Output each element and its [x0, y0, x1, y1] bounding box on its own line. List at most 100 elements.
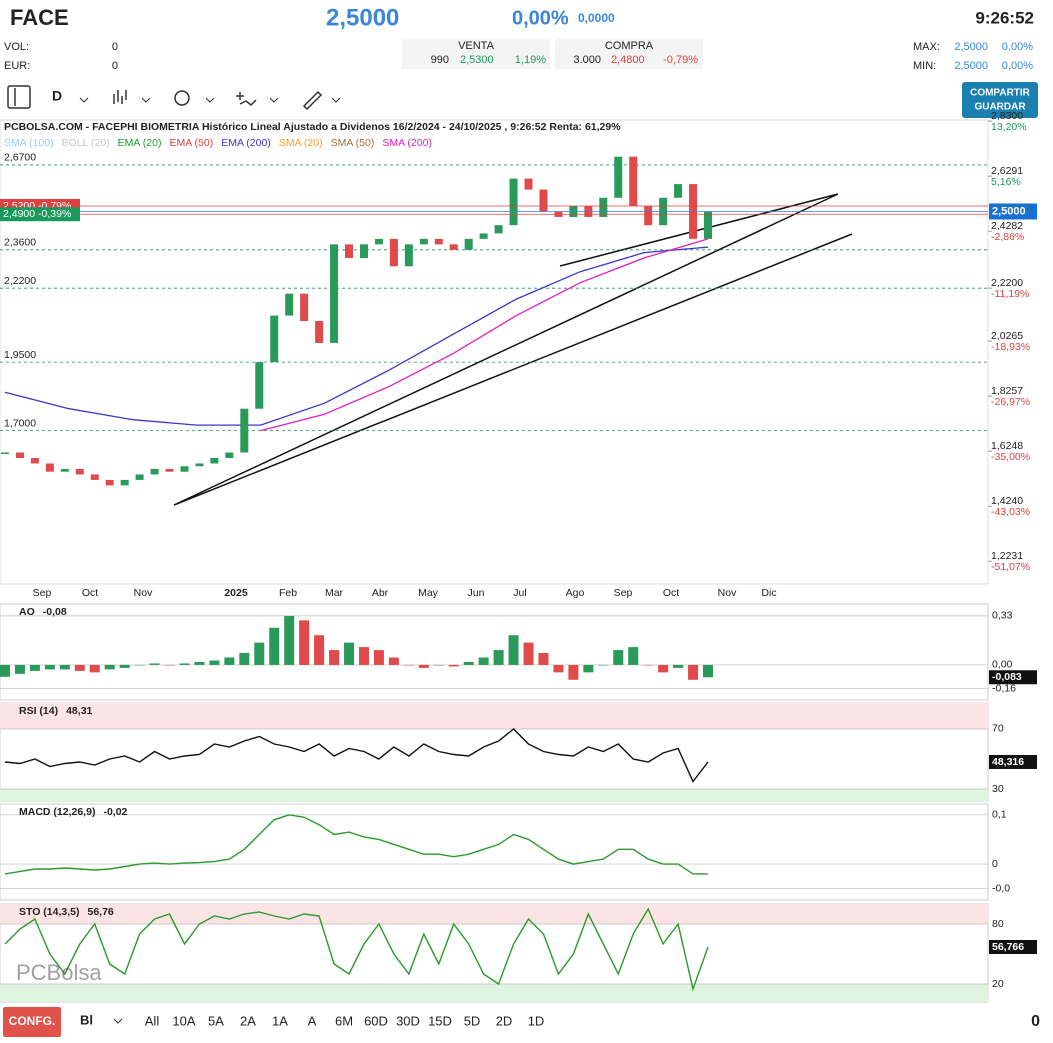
legend-item: SMA (100)	[4, 137, 54, 149]
range-button[interactable]: A	[308, 1013, 317, 1028]
venta-title: VENTA	[458, 40, 495, 52]
panel-name: STO (14,3,5)	[19, 906, 80, 918]
candle	[509, 178, 518, 226]
price: 2,5000	[326, 4, 399, 31]
interval[interactable]: D	[52, 88, 62, 104]
candle	[389, 238, 398, 267]
compra-pct: -0,79%	[663, 54, 698, 66]
config-button[interactable]	[3, 1007, 61, 1037]
moving-average	[4, 246, 709, 426]
max-pct: 0,00%	[1002, 41, 1033, 53]
panel-value: -0,02	[103, 806, 127, 818]
max-label: MAX:	[913, 41, 940, 53]
range-button[interactable]: 1D	[528, 1013, 545, 1028]
histogram-bar	[418, 664, 429, 668]
candle	[90, 474, 99, 480]
candle	[674, 184, 683, 198]
histogram-bar	[269, 627, 280, 665]
histogram-bar	[224, 657, 235, 665]
panel-frame	[0, 603, 989, 701]
range-button[interactable]: 15D	[428, 1013, 452, 1028]
moving-average	[260, 238, 709, 432]
share-text: GUARDAR	[974, 102, 1026, 113]
range-button[interactable]: 5A	[208, 1013, 224, 1028]
candle	[150, 468, 159, 475]
current-label: 2,5000	[992, 205, 1026, 217]
stat-label: VOL:	[4, 41, 29, 53]
range-button[interactable]: 30D	[396, 1013, 420, 1028]
mode[interactable]: Bl	[80, 1012, 93, 1027]
panel-tick-label: 30	[992, 783, 1004, 795]
histogram-bar	[59, 664, 70, 670]
symbol: FACE	[10, 5, 69, 30]
month-label: Oct	[82, 587, 98, 599]
stat-label: EUR:	[4, 60, 30, 72]
range-button[interactable]: 2D	[496, 1013, 513, 1028]
y-tick-label: 2,6291	[991, 165, 1023, 177]
y-tick-pct: -18,93%	[991, 341, 1030, 353]
histogram-bar	[164, 664, 175, 666]
change-pct: 0,00%	[512, 7, 569, 29]
range-button[interactable]: 6M	[335, 1013, 353, 1028]
candle	[60, 468, 69, 472]
histogram-bar	[373, 650, 384, 665]
bottom-bar	[0, 1007, 1053, 1043]
draw[interactable]	[302, 90, 323, 111]
candle	[210, 458, 219, 464]
candle	[704, 211, 712, 239]
candle	[75, 468, 84, 475]
panel-tick-label: 0,00	[992, 659, 1013, 671]
time: 9:26:52	[975, 8, 1034, 27]
tag-label: 2,4900 -0,39%	[3, 208, 71, 220]
histogram-bar	[74, 664, 85, 671]
share-button[interactable]	[962, 82, 1038, 118]
y-tick-label: 2,4282	[991, 220, 1023, 232]
panel-toggle[interactable]	[7, 85, 31, 109]
histogram-bar	[119, 664, 130, 668]
month-label: Nov	[134, 587, 153, 599]
candle	[419, 238, 428, 245]
y-tick-pct: 13,20%	[991, 121, 1027, 133]
histogram-bar	[403, 664, 414, 666]
candle	[539, 189, 548, 212]
candle	[285, 293, 294, 316]
range-button[interactable]: 2A	[240, 1013, 256, 1028]
histogram-bar	[0, 664, 10, 677]
y-tick-pct: -2,86%	[991, 231, 1024, 243]
histogram-bar	[688, 664, 699, 680]
y-tick-pct: -43,03%	[991, 506, 1030, 518]
histogram-bar	[149, 663, 160, 665]
histogram-bar	[194, 661, 205, 665]
settings[interactable]	[174, 90, 190, 106]
month-label: Jun	[468, 587, 485, 599]
candle	[374, 238, 383, 245]
level-label: 2,3600	[4, 237, 36, 249]
panel-tag-label: 48,316	[992, 756, 1024, 768]
indicator-line	[4, 728, 709, 783]
histogram-bar	[89, 664, 100, 673]
range-button[interactable]: 1A	[272, 1013, 288, 1028]
chart-type[interactable]	[113, 90, 127, 104]
indicators[interactable]	[236, 92, 257, 107]
panel-tick-label: 70	[992, 723, 1004, 735]
range-button[interactable]: 10A	[172, 1013, 195, 1028]
histogram-bar	[598, 664, 609, 666]
range-button[interactable]: 5D	[464, 1013, 481, 1028]
month-label: May	[418, 587, 439, 599]
range-button[interactable]: All	[145, 1013, 160, 1028]
histogram-bar	[493, 650, 504, 665]
legend-item: SMA (20)	[279, 137, 323, 149]
candle	[404, 244, 413, 267]
venta-pct: 1,19%	[515, 54, 546, 66]
panel-name: MACD (12,26,9)	[19, 806, 95, 818]
histogram-bar	[344, 642, 355, 665]
candle	[599, 197, 608, 217]
indicator-line	[4, 814, 708, 875]
histogram-bar	[478, 657, 489, 665]
config-text: CONFG.	[9, 1014, 56, 1028]
range-button[interactable]: 60D	[364, 1013, 388, 1028]
candle	[270, 315, 279, 363]
stat-value: 0	[112, 41, 118, 53]
month-label: Jul	[513, 587, 526, 599]
